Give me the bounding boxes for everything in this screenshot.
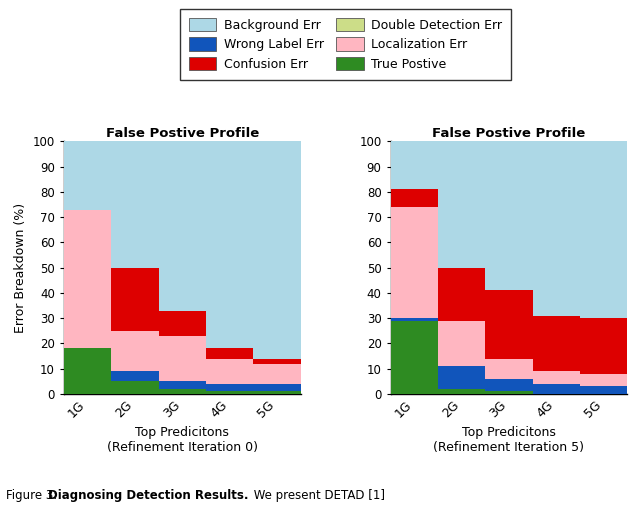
Bar <box>438 268 485 321</box>
Text: Figure 3:: Figure 3: <box>6 489 61 502</box>
Bar <box>206 141 253 348</box>
Bar <box>206 348 253 359</box>
Bar <box>580 374 627 386</box>
Bar <box>390 141 438 189</box>
Bar <box>253 141 301 359</box>
Bar <box>485 141 532 290</box>
Bar <box>64 348 111 394</box>
Bar <box>532 371 580 384</box>
Bar <box>253 359 301 364</box>
Bar <box>390 321 438 394</box>
Bar <box>111 141 159 268</box>
Bar <box>159 141 206 311</box>
Bar <box>159 336 206 381</box>
Text: Diagnosing Detection Results.: Diagnosing Detection Results. <box>48 489 248 502</box>
Bar <box>159 311 206 336</box>
Bar <box>485 290 532 359</box>
Bar <box>580 386 627 394</box>
Bar <box>580 318 627 374</box>
Title: False Postive Profile: False Postive Profile <box>432 127 586 140</box>
Bar <box>580 141 627 318</box>
Bar <box>159 389 206 394</box>
Bar <box>438 141 485 268</box>
Legend: Background Err, Wrong Label Err, Confusion Err, Double Detection Err, Localizati: Background Err, Wrong Label Err, Confusi… <box>180 9 511 79</box>
Bar <box>253 391 301 394</box>
Bar <box>438 389 485 394</box>
Bar <box>111 331 159 371</box>
X-axis label: Top Predicitons
(Refinement Iteration 5): Top Predicitons (Refinement Iteration 5) <box>433 426 584 454</box>
Bar <box>532 384 580 394</box>
Y-axis label: Error Breakdown (%): Error Breakdown (%) <box>14 203 27 333</box>
Bar <box>485 391 532 394</box>
Bar <box>206 391 253 394</box>
Bar <box>438 321 485 366</box>
Bar <box>206 359 253 384</box>
X-axis label: Top Predicitons
(Refinement Iteration 0): Top Predicitons (Refinement Iteration 0) <box>107 426 258 454</box>
Bar <box>532 141 580 316</box>
Bar <box>253 384 301 391</box>
Bar <box>111 381 159 394</box>
Bar <box>390 189 438 207</box>
Bar <box>111 371 159 381</box>
Bar <box>390 207 438 318</box>
Bar <box>64 141 111 210</box>
Bar <box>485 379 532 391</box>
Bar <box>390 318 438 321</box>
Title: False Postive Profile: False Postive Profile <box>106 127 259 140</box>
Bar <box>532 316 580 371</box>
Bar <box>159 381 206 389</box>
Bar <box>438 366 485 389</box>
Bar <box>485 359 532 379</box>
Bar <box>206 384 253 391</box>
Text: We present DETAD [1]: We present DETAD [1] <box>250 489 385 502</box>
Bar <box>64 210 111 348</box>
Bar <box>111 268 159 331</box>
Bar <box>253 364 301 384</box>
